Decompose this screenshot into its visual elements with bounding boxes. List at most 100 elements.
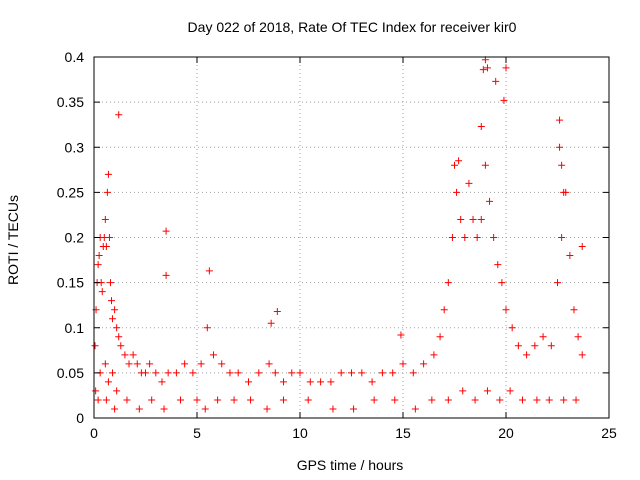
data-point [255,369,263,377]
data-point [135,405,143,413]
data-point [158,378,166,386]
data-point [117,342,125,350]
y-tick-label: 0.15 [57,275,84,291]
data-point [103,188,111,196]
data-point [378,369,386,377]
data-point [91,342,99,350]
data-point [560,396,568,404]
data-point [545,396,553,404]
data-point [483,387,491,395]
data-point [317,378,325,386]
data-point [368,378,376,386]
data-point [160,405,168,413]
data-point [247,396,255,404]
data-point [125,360,133,368]
data-point [486,197,494,205]
data-point [214,396,222,404]
data-point [547,342,555,350]
data-point [95,252,103,260]
data-point [104,170,112,178]
data-point [436,333,444,341]
x-tick-label: 10 [292,425,308,441]
data-point [129,351,137,359]
data-point [397,331,405,339]
data-point [440,306,448,314]
x-tick-label: 0 [90,425,98,441]
data-point [280,396,288,404]
data-point [108,297,116,305]
data-point [104,378,112,386]
data-point [459,387,467,395]
data-point [203,324,211,332]
data-point [492,77,500,85]
data-point [448,234,456,241]
data-point [506,387,514,395]
data-point [115,111,123,119]
data-point [523,351,531,359]
data-point [193,396,201,404]
data-point [273,308,281,316]
data-point [399,360,407,368]
data-point [111,306,119,314]
data-point [502,306,510,314]
y-axis-label: ROTI / TECUs [5,195,21,285]
data-point [514,342,522,350]
data-point [558,234,566,241]
data-point [370,396,378,404]
data-point [479,66,487,74]
data-point [444,396,452,404]
data-point [142,369,149,377]
data-point [105,234,113,241]
x-tick-label: 25 [601,425,617,441]
x-tick-label: 15 [395,425,411,441]
x-tick-label: 5 [193,425,201,441]
data-point [481,161,489,169]
data-point [471,396,479,404]
data-point [230,396,238,404]
data-point [560,188,568,196]
data-point [574,333,582,341]
data-point [209,351,217,359]
data-point [566,252,574,260]
data-point [451,161,458,169]
data-point [350,405,358,413]
data-point [263,405,271,413]
data-point [205,267,213,275]
data-point [306,378,314,386]
axis-ticks: 0 5 10 15 20 25 0 0.05 0.1 0.15 0.2 0.25 0.3 0.35 0.4 [57,49,617,441]
data-point [461,234,469,241]
x-axis-label: GPS time / hours [297,457,404,473]
data-point [98,288,106,296]
data-point [389,369,397,377]
data-point [494,261,502,269]
y-tick-label: 0 [76,410,84,426]
data-point [106,279,114,287]
data-point [337,369,345,377]
data-point [477,215,485,223]
data-point [444,279,452,287]
data-point [102,396,110,404]
data-point [152,369,160,377]
data-point [102,243,110,251]
data-point [469,215,477,223]
data-point [201,405,209,413]
data-point [455,157,463,165]
data-point [109,315,117,323]
data-point [280,378,288,386]
y-tick-label: 0.4 [65,49,85,65]
data-point [420,360,428,368]
data-point [556,116,564,124]
data-point [457,215,465,223]
data-point [578,243,586,251]
data-point [531,342,539,350]
y-tick-label: 0.25 [57,184,84,200]
data-point [162,227,170,235]
data-point [115,333,123,341]
data-point [304,396,312,404]
data-point [430,351,438,359]
data-point [113,324,121,332]
data-point [197,360,205,368]
y-tick-label: 0.3 [65,139,85,155]
chart-title: Day 022 of 2018, Rate Of TEC Index for r… [188,19,517,35]
